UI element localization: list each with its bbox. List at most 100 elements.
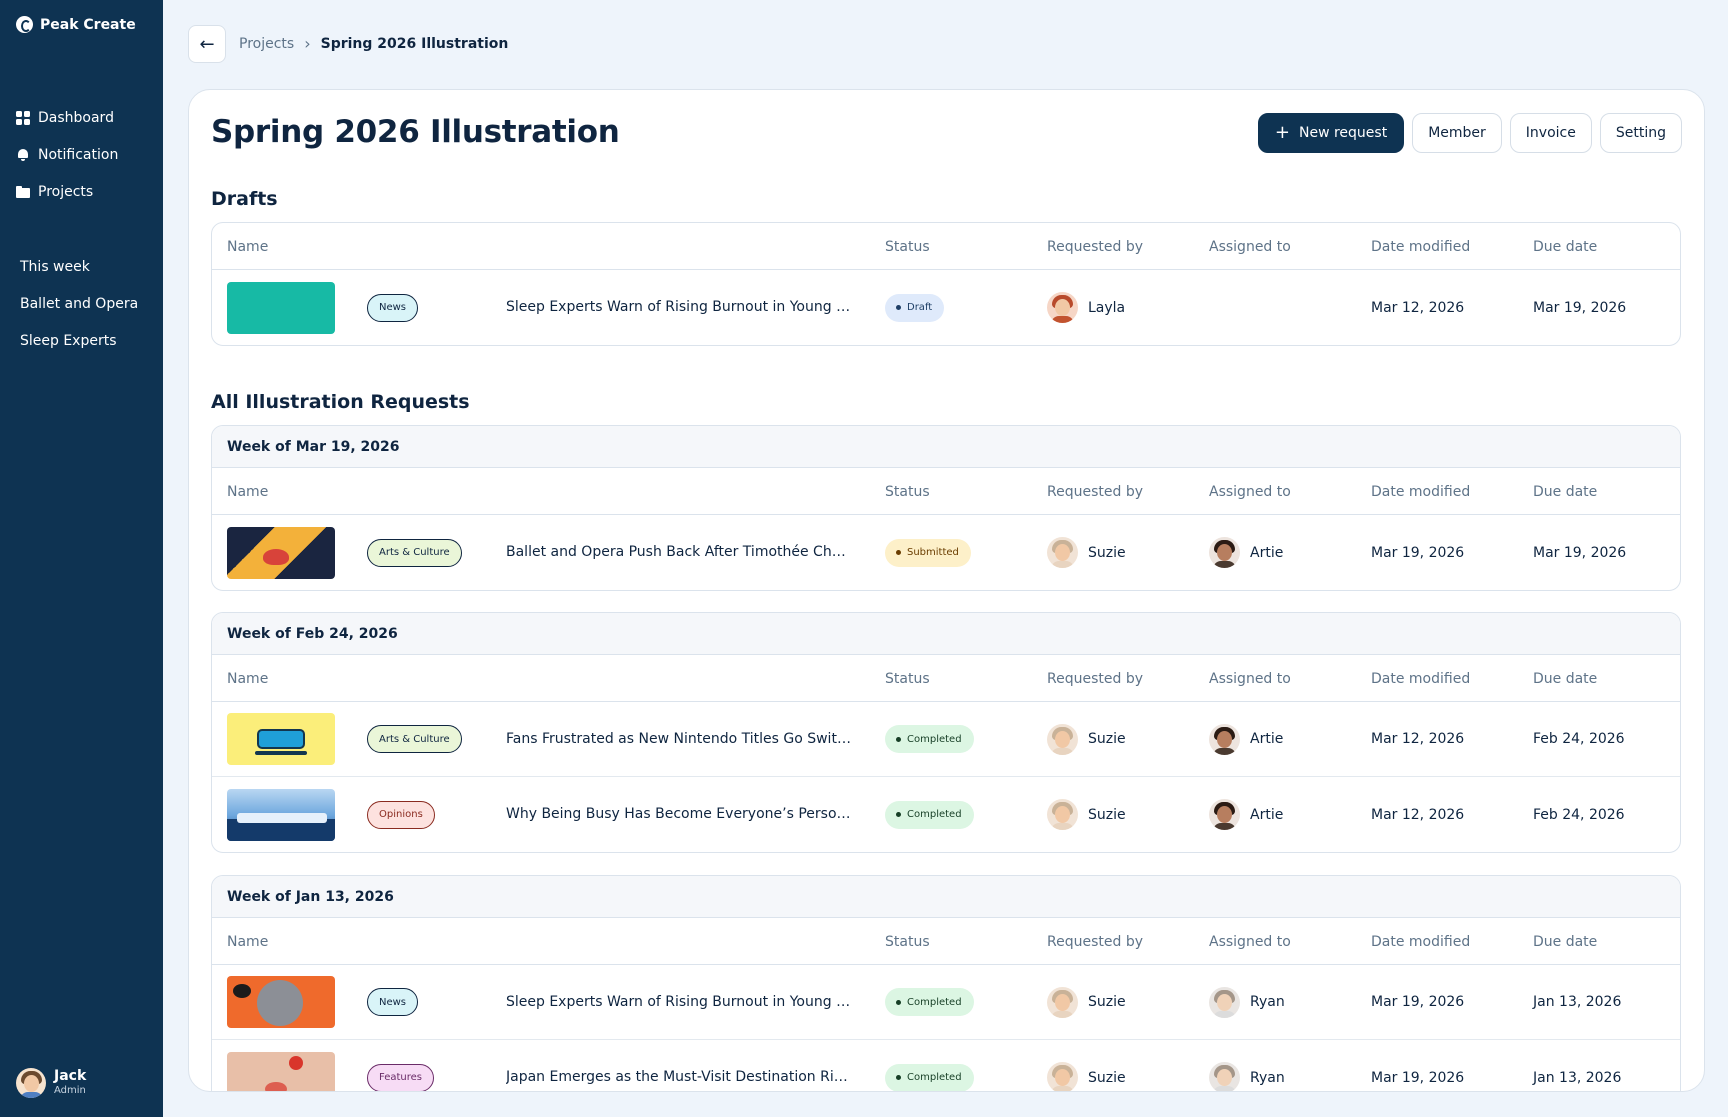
main-panel: Spring 2026 Illustration + New request M…: [188, 89, 1705, 1092]
nav-item-dashboard[interactable]: Dashboard: [16, 99, 118, 136]
column-due-date[interactable]: Due date: [1533, 483, 1598, 500]
user-name: Jack: [54, 1068, 87, 1084]
thumbnail: [227, 1051, 335, 1091]
avatar: [1047, 1062, 1078, 1091]
shortcut-ballet-and-opera[interactable]: Ballet and Opera: [20, 295, 139, 312]
request-title: Fans Frustrated as New Nintendo Titles G…: [506, 731, 851, 747]
column-name[interactable]: Name: [227, 933, 269, 950]
request-title: Sleep Experts Warn of Rising Burnout in …: [506, 299, 851, 315]
thumbnail: [227, 526, 335, 579]
requester-name: Suzie: [1088, 1069, 1126, 1086]
status-badge: Completed: [885, 725, 974, 753]
date-modified: Mar 19, 2026: [1371, 1069, 1465, 1086]
column-assigned-to[interactable]: Assigned to: [1209, 933, 1291, 950]
due-date: Mar 19, 2026: [1533, 299, 1627, 316]
arrow-left-icon: ←: [199, 33, 215, 55]
request-title: Why Being Busy Has Become Everyone’s Per…: [506, 806, 851, 822]
date-modified: Mar 12, 2026: [1371, 731, 1465, 747]
column-date-modified[interactable]: Date modified: [1371, 483, 1471, 500]
member-button[interactable]: Member: [1412, 113, 1502, 153]
status-badge: Draft: [885, 293, 945, 322]
week-group: Week of Mar 19, 2026 Name Status Request…: [211, 425, 1681, 591]
breadcrumb-projects-link[interactable]: Projects: [239, 35, 295, 52]
column-date-modified[interactable]: Date modified: [1371, 238, 1471, 255]
requester-name: Suzie: [1088, 994, 1126, 1010]
column-name[interactable]: Name: [227, 670, 269, 687]
status-badge: Completed: [885, 800, 974, 829]
nav-item-notification[interactable]: Notification: [16, 136, 118, 173]
table-row[interactable]: Arts & Culture Fans Frustrated as New Ni…: [212, 702, 1680, 777]
main-nav: Dashboard Notification Projects: [16, 99, 118, 210]
avatar: [1047, 986, 1078, 1018]
shortcut-this-week[interactable]: This week: [20, 258, 90, 275]
request-title: Ballet and Opera Push Back After Timothé…: [506, 544, 851, 560]
new-request-button[interactable]: + New request: [1257, 113, 1405, 153]
category-tag: Arts & Culture: [367, 725, 462, 753]
avatar: [1047, 537, 1078, 568]
avatar: [1209, 723, 1240, 755]
avatar: [1047, 292, 1078, 323]
column-due-date[interactable]: Due date: [1533, 670, 1598, 687]
column-status[interactable]: Status: [885, 670, 930, 687]
table-row[interactable]: Arts & Culture Ballet and Opera Push Bac…: [212, 515, 1680, 590]
table-row[interactable]: Opinions Why Being Busy Has Become Every…: [212, 777, 1680, 852]
column-assigned-to[interactable]: Assigned to: [1209, 238, 1291, 255]
plus-icon: +: [1274, 122, 1290, 143]
setting-button[interactable]: Setting: [1599, 113, 1682, 153]
column-due-date[interactable]: Due date: [1533, 238, 1598, 255]
thumbnail: [227, 713, 335, 765]
column-name[interactable]: Name: [227, 238, 269, 255]
nav-item-label: Notification: [38, 146, 119, 163]
thumbnail: [227, 281, 335, 334]
invoice-button[interactable]: Invoice: [1509, 113, 1592, 153]
column-requested-by[interactable]: Requested by: [1047, 483, 1143, 500]
column-status[interactable]: Status: [885, 483, 930, 500]
avatar: [1047, 799, 1078, 830]
table-row[interactable]: News Sleep Experts Warn of Rising Burnou…: [212, 965, 1680, 1040]
brand-name: Peak Create: [40, 16, 136, 33]
page-actions: + New request Member Invoice Setting: [1257, 113, 1682, 153]
table-row[interactable]: Features Japan Emerges as the Must-Visit…: [212, 1040, 1680, 1091]
sidebar: Peak Create Dashboard Notification Proje…: [0, 0, 163, 1117]
category-tag: Opinions: [367, 800, 435, 829]
requester-name: Suzie: [1088, 806, 1126, 823]
column-date-modified[interactable]: Date modified: [1371, 933, 1471, 950]
request-title: Japan Emerges as the Must-Visit Destinat…: [506, 1069, 851, 1085]
brand[interactable]: Peak Create: [16, 16, 136, 33]
column-requested-by[interactable]: Requested by: [1047, 933, 1143, 950]
column-assigned-to[interactable]: Assigned to: [1209, 483, 1291, 500]
column-requested-by[interactable]: Requested by: [1047, 670, 1143, 687]
column-name[interactable]: Name: [227, 483, 269, 500]
assignee-name: Artie: [1250, 731, 1284, 747]
status-badge: Submitted: [885, 538, 971, 567]
category-tag: Arts & Culture: [367, 538, 462, 567]
avatar: [16, 1068, 46, 1098]
requests-heading: All Illustration Requests: [211, 391, 470, 413]
column-requested-by[interactable]: Requested by: [1047, 238, 1143, 255]
column-assigned-to[interactable]: Assigned to: [1209, 670, 1291, 687]
column-date-modified[interactable]: Date modified: [1371, 670, 1471, 687]
week-group: Week of Feb 24, 2026 Name Status Request…: [211, 612, 1681, 853]
column-due-date[interactable]: Due date: [1533, 933, 1598, 950]
column-status[interactable]: Status: [885, 238, 930, 255]
week-group-title: Week of Jan 13, 2026: [212, 876, 1680, 918]
due-date: Feb 24, 2026: [1533, 806, 1625, 823]
avatar: [1209, 799, 1240, 830]
column-status[interactable]: Status: [885, 933, 930, 950]
user-profile[interactable]: Jack Admin: [16, 1068, 86, 1098]
table-header: Name Status Requested by Assigned to Dat…: [212, 468, 1680, 515]
week-group-title: Week of Feb 24, 2026: [212, 613, 1680, 655]
avatar: [1209, 1062, 1240, 1091]
nav-item-projects[interactable]: Projects: [16, 173, 118, 210]
page-title: Spring 2026 Illustration: [211, 114, 620, 150]
shortcut-sleep-experts[interactable]: Sleep Experts: [20, 332, 117, 349]
back-button[interactable]: ←: [188, 25, 226, 63]
breadcrumb-current: Spring 2026 Illustration: [320, 35, 509, 52]
drafts-heading: Drafts: [211, 188, 278, 210]
status-badge: Completed: [885, 1063, 974, 1091]
week-group: Week of Jan 13, 2026 Name Status Request…: [211, 875, 1681, 1091]
new-request-label: New request: [1298, 125, 1388, 141]
user-role: Admin: [54, 1085, 86, 1096]
table-row[interactable]: News Sleep Experts Warn of Rising Burnou…: [212, 270, 1680, 345]
date-modified: Mar 12, 2026: [1371, 806, 1465, 823]
